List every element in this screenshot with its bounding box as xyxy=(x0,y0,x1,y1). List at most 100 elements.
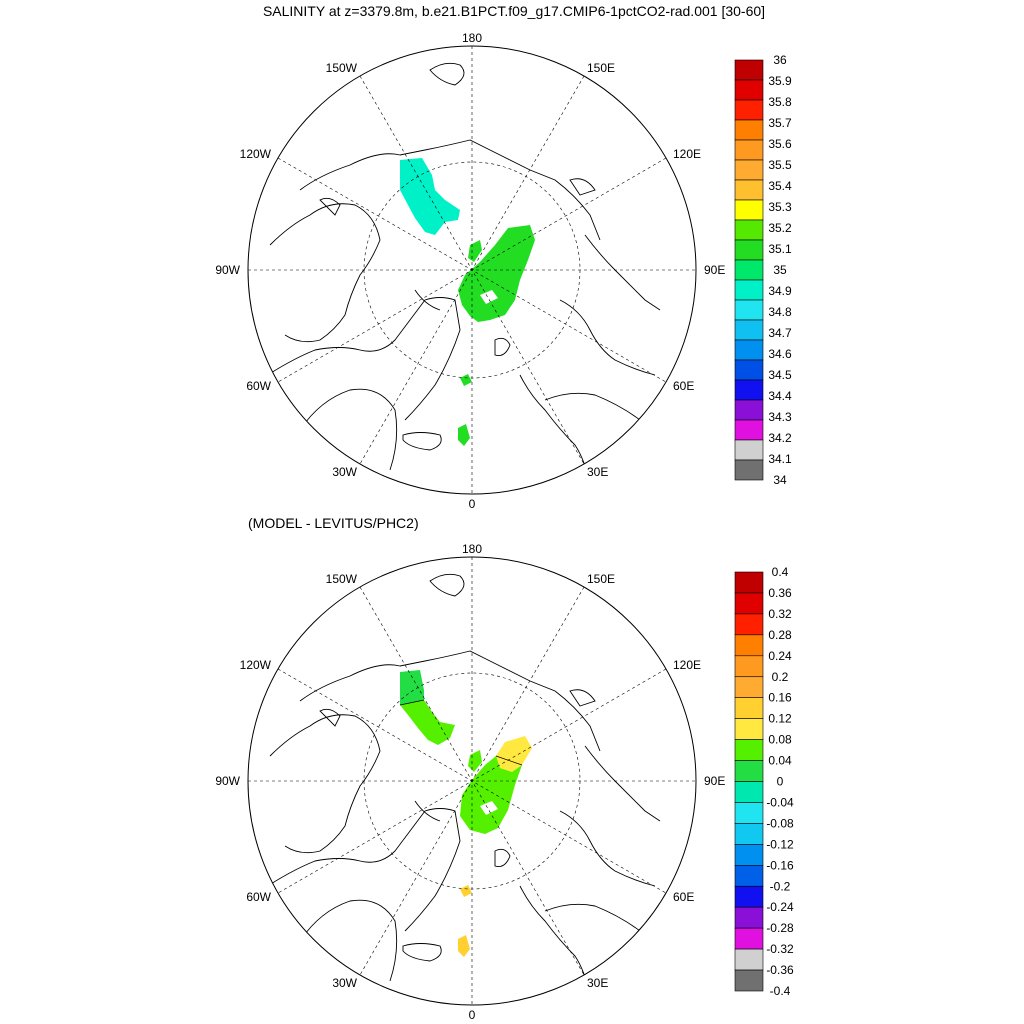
top-colorbar-box-6 xyxy=(734,179,764,201)
bottom-colorbar-box-17 xyxy=(734,927,764,950)
bottom-colorbar-label-5: 0.2 xyxy=(772,670,789,684)
top-lon-180: 180 xyxy=(462,31,482,45)
bottom-colorbar-label-4: 0.24 xyxy=(768,649,792,663)
bottom-colorbar-label-9: 0.04 xyxy=(768,754,792,768)
bottom-colorbar-label-15: -0.2 xyxy=(770,879,791,893)
top-lon-150w: 150W xyxy=(326,61,358,75)
top-colorbar-box-13 xyxy=(734,319,764,341)
top-lon-150e: 150E xyxy=(587,61,615,75)
top-colorbar-label-10: 35 xyxy=(773,263,787,277)
top-title: SALINITY at z=3379.8m, b.e21.B1PCT.f09_g… xyxy=(263,3,765,19)
top-colorbar-box-2 xyxy=(734,99,764,121)
bottom-graticule xyxy=(248,557,696,1005)
bottom-colorbar-label-19: -0.36 xyxy=(766,963,794,977)
top-colorbar-label-1: 35.9 xyxy=(768,74,792,88)
bottom-colorbar-label-0: 0.4 xyxy=(772,565,789,579)
top-colorbar-box-18 xyxy=(734,419,764,441)
top-lon-0: 0 xyxy=(469,497,476,511)
bottom-colorbar-box-5 xyxy=(734,676,764,699)
bottom-colorbar: 0.4 0.36 0.32 0.28 0.24 0.2 0.16 0.12 0.08 0.04 0 -… xyxy=(734,565,794,998)
bottom-lon-30w: 30W xyxy=(332,976,357,990)
top-field-small-3 xyxy=(458,424,470,446)
bottom-colorbar-label-17: -0.28 xyxy=(766,921,794,935)
bottom-colorbar-box-11 xyxy=(734,802,764,824)
top-colorbar-label-5: 35.5 xyxy=(768,158,792,172)
top-field-canada-basin xyxy=(400,158,460,235)
bottom-colorbar-label-10: 0 xyxy=(777,775,784,789)
bottom-longitude-labels: 180 0 90W 90E 150W 120W 150E 120E 60W 30… xyxy=(215,542,725,1022)
bottom-field-small-1 xyxy=(468,750,482,772)
bottom-lon-150e: 150E xyxy=(587,572,615,586)
bottom-field-canada-basin-upper xyxy=(400,670,424,705)
bottom-lon-90w: 90W xyxy=(215,774,240,788)
bottom-lon-60e: 60E xyxy=(673,890,694,904)
bottom-field-eurasian-yellow xyxy=(496,736,532,772)
top-colorbar-box-17 xyxy=(734,399,764,421)
top-colorbar-label-6: 35.4 xyxy=(768,179,792,193)
top-field-small-2 xyxy=(460,374,472,386)
bottom-field-canada-basin-lower xyxy=(400,700,455,745)
bottom-colorbar-label-2: 0.32 xyxy=(768,607,792,621)
bottom-lon-0: 0 xyxy=(469,1008,476,1022)
bottom-colorbar-box-13 xyxy=(734,844,764,866)
bottom-lon-120e: 120E xyxy=(673,658,701,672)
top-graticule xyxy=(248,46,696,494)
top-colorbar-box-8 xyxy=(734,219,764,241)
top-map-border xyxy=(247,45,697,495)
top-colorbar-label-4: 35.6 xyxy=(768,137,792,151)
top-colorbar-label-18: 34.2 xyxy=(768,431,792,445)
top-colorbar-box-10 xyxy=(734,259,764,281)
bottom-title: (MODEL - LEVITUS/PHC2) xyxy=(248,515,419,531)
top-lon-90e: 90E xyxy=(704,263,725,277)
top-lon-60w: 60W xyxy=(246,379,271,393)
bottom-colorbar-label-1: 0.36 xyxy=(768,586,792,600)
top-colorbar: 36 35.9 35.8 35.7 35.6 35.5 35.4 35.3 35.2 35.1 35… xyxy=(734,53,792,487)
bottom-colorbar-box-8 xyxy=(734,739,764,761)
top-colorbar-label-13: 34.7 xyxy=(768,326,792,340)
top-lon-120e: 120E xyxy=(673,147,701,161)
top-lon-120w: 120W xyxy=(240,147,272,161)
bottom-lon-120w: 120W xyxy=(240,658,272,672)
top-longitude-labels: 180 0 90W 90E 150W 120W 150E 120E 60W 30… xyxy=(215,31,725,511)
bottom-colorbar-box-10 xyxy=(734,781,764,803)
bottom-lon-180: 180 xyxy=(462,542,482,556)
top-lon-30e: 30E xyxy=(587,465,608,479)
top-coastlines xyxy=(259,62,661,486)
top-colorbar-box-3 xyxy=(734,119,764,141)
bottom-colorbar-box-16 xyxy=(734,906,764,929)
bottom-lon-30e: 30E xyxy=(587,976,608,990)
top-colorbar-label-7: 35.3 xyxy=(768,200,792,214)
top-colorbar-label-16: 34.4 xyxy=(768,389,792,403)
bottom-colorbar-box-4 xyxy=(734,655,764,678)
bottom-colorbar-label-18: -0.32 xyxy=(766,942,794,956)
bottom-colorbar-label-6: 0.16 xyxy=(768,691,792,705)
top-field-eurasian-basin xyxy=(458,225,535,322)
bottom-colorbar-box-7 xyxy=(734,718,764,740)
bottom-colorbar-box-18 xyxy=(734,948,764,971)
top-colorbar-box-11 xyxy=(734,279,764,301)
top-colorbar-label-12: 34.8 xyxy=(768,305,792,319)
top-colorbar-box-9 xyxy=(734,239,764,261)
bottom-field-hole xyxy=(480,801,498,815)
top-colorbar-box-15 xyxy=(734,359,764,381)
bottom-colorbar-label-7: 0.12 xyxy=(768,712,792,726)
bottom-colorbar-box-19 xyxy=(734,969,764,992)
top-colorbar-label-0: 36 xyxy=(773,53,787,67)
bottom-lon-60w: 60W xyxy=(246,890,271,904)
bottom-field-small-2 xyxy=(460,885,472,897)
top-field-small-1 xyxy=(468,240,482,262)
top-colorbar-box-20 xyxy=(734,459,764,481)
bottom-colorbar-label-11: -0.04 xyxy=(766,795,794,809)
top-colorbar-box-12 xyxy=(734,299,764,321)
top-colorbar-box-1 xyxy=(734,79,764,101)
top-colorbar-box-7 xyxy=(734,199,764,221)
bottom-field-eurasian-green xyxy=(460,756,522,834)
top-data-fields xyxy=(400,158,535,446)
top-colorbar-label-11: 34.9 xyxy=(768,284,792,298)
top-colorbar-box-19 xyxy=(734,439,764,461)
bottom-colorbar-label-14: -0.16 xyxy=(766,858,794,872)
bottom-zero-contour xyxy=(399,699,523,766)
bottom-colorbar-label-3: 0.28 xyxy=(768,628,792,642)
bottom-map xyxy=(247,556,697,1006)
